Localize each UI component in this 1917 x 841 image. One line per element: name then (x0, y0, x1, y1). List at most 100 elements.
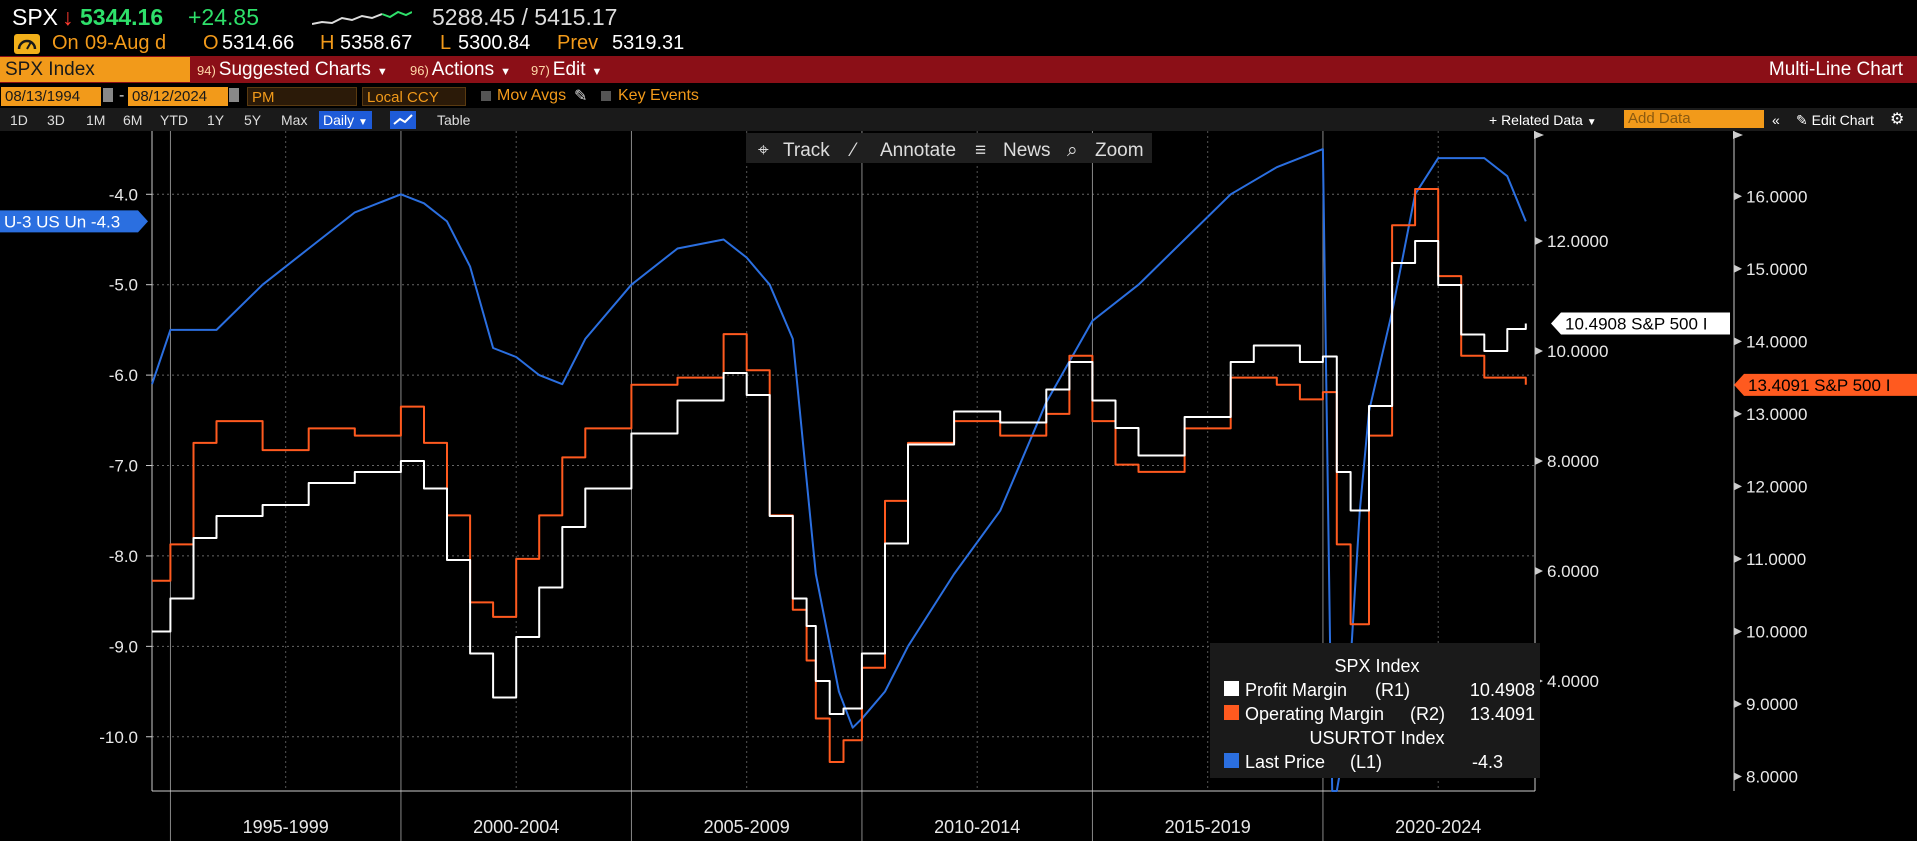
edit-menu[interactable]: 97) Edit ▼ (531, 56, 602, 83)
tick-mark (1734, 482, 1742, 491)
end-date-input[interactable]: 08/12/2024 (128, 87, 228, 106)
unemployment-tag-label: U-3 US Un -4.3 (4, 212, 120, 231)
range-6m[interactable]: 6M (123, 112, 143, 128)
actions-label: Actions (431, 59, 495, 80)
legend-profit-value: 10.4908 (1470, 680, 1535, 700)
annotate-button[interactable]: ⁄ Annotate (848, 140, 956, 161)
chart-type-label: Multi-Line Chart (1768, 59, 1903, 80)
r1-tick-label: 12.0000 (1547, 232, 1608, 251)
left-axis: -4.0 -5.0 -6.0 -7.0 -8.0 -9.0 -10.0 (99, 185, 152, 747)
related-data-menu[interactable]: + Related Data ▼ (1489, 111, 1597, 129)
series-lines (151, 148, 1527, 792)
mov-avgs-checkbox[interactable] (481, 91, 491, 101)
frequency-label: Daily (323, 112, 355, 128)
x-category-label: 2010-2014 (934, 817, 1020, 837)
x-axis-categories: 1995-1999 2000-2004 2005-2009 2010-2014 2015… (243, 817, 1482, 837)
r2-tick-label: 14.0000 (1746, 332, 1807, 351)
r1-tick-label: 4.0000 (1547, 672, 1599, 691)
pencil-icon[interactable]: ✎ (574, 88, 588, 105)
axis-arrow (1534, 131, 1544, 139)
tick-mark (1734, 264, 1742, 273)
news-label: News (1003, 140, 1051, 161)
pencil-icon: ✎ (1796, 112, 1808, 128)
menu-bar: SPX Index 94) Suggested Charts ▼ 96) Action… (0, 56, 1917, 83)
track-button[interactable]: ⌖ Track (758, 140, 830, 161)
range-toolbar: 1D 3D 1M 6M YTD 1Y 5Y Max Daily ▼ Table … (0, 108, 1917, 131)
actions-num: 96) (410, 63, 429, 78)
news-button[interactable]: ≡ News (975, 140, 1051, 161)
collapse-icon[interactable]: « (1772, 112, 1780, 128)
high-label: H (320, 32, 335, 54)
table-button[interactable]: Table (437, 112, 471, 128)
legend-swatch-unemployment (1224, 753, 1239, 768)
prev-value: 5319.31 (612, 32, 685, 54)
security-field[interactable]: SPX Index (0, 57, 190, 82)
quote-bar: SPX ↓ 5344.16 +24.85 5288.45 / 5415.17 (0, 0, 1917, 34)
legend-profit-axis: (R1) (1375, 680, 1410, 700)
legend-swatch-operating (1224, 705, 1239, 720)
x-category-label: 2000-2004 (473, 817, 559, 837)
chart-area: -4.0 -5.0 -6.0 -7.0 -8.0 -9.0 -10.0 12.0000 10.… (0, 131, 1917, 841)
legend-title: SPX Index (1334, 656, 1419, 676)
annotate-label: Annotate (880, 140, 956, 161)
r2-tick-label: 8.0000 (1746, 767, 1798, 786)
unemployment-last-tag: U-3 US Un -4.3 (0, 210, 148, 233)
edit-chart-button[interactable]: ✎ Edit Chart (1796, 111, 1874, 129)
open-label: O (203, 32, 219, 54)
suggested-charts-menu[interactable]: 94) Suggested Charts ▼ (197, 56, 388, 83)
legend-unemployment-name: Last Price (1245, 752, 1325, 772)
start-date-input[interactable]: 08/13/1994 (1, 87, 101, 106)
gear-icon[interactable]: ⚙ (1890, 111, 1905, 128)
left-tick-label: -8.0 (109, 547, 138, 566)
calendar-icon[interactable] (103, 88, 113, 102)
operating-tag-label: 13.4091 S&P 500 I (1748, 376, 1890, 395)
down-arrow-icon: ↓ (62, 4, 74, 30)
period-select[interactable]: PM (247, 87, 357, 106)
low-value: 5300.84 (458, 32, 531, 54)
legend-operating-axis: (R2) (1410, 704, 1445, 724)
price-change: +24.85 (188, 4, 259, 30)
r2-tick-label: 15.0000 (1746, 260, 1807, 279)
currency-select[interactable]: Local CCY (362, 87, 466, 106)
calendar-icon[interactable] (229, 88, 239, 102)
frequency-select[interactable]: Daily ▼ (319, 111, 372, 129)
range-3d[interactable]: 3D (47, 112, 65, 128)
tick-mark (1535, 237, 1543, 245)
add-data-input[interactable]: Add Data (1624, 110, 1764, 128)
caret-down-icon: ▼ (500, 66, 511, 78)
line-chart-icon[interactable] (390, 111, 416, 129)
zoom-label: Zoom (1095, 140, 1144, 161)
on-label: On (52, 32, 79, 54)
range-max[interactable]: Max (281, 112, 308, 128)
low-label: L (440, 32, 452, 54)
gauge-icon (14, 34, 40, 54)
legend-operating-value: 13.4091 (1470, 704, 1535, 724)
r1-tick-label: 6.0000 (1547, 562, 1599, 581)
left-tick-label: -4.0 (109, 185, 138, 204)
tick-mark (1734, 627, 1742, 636)
legend-swatch-profit (1224, 681, 1239, 696)
range-1y[interactable]: 1Y (207, 112, 225, 128)
range-5y[interactable]: 5Y (244, 112, 262, 128)
left-tick-label: -10.0 (99, 728, 138, 747)
x-category-label: 2020-2024 (1395, 817, 1481, 837)
range-1m[interactable]: 1M (86, 112, 106, 128)
x-category-label: 2015-2019 (1165, 817, 1251, 837)
range-ytd[interactable]: YTD (160, 112, 188, 128)
left-tick-label: -6.0 (109, 366, 138, 385)
r2-tick-label: 11.0000 (1746, 550, 1806, 569)
key-events-checkbox[interactable] (601, 91, 611, 101)
ticker: SPX (12, 4, 59, 30)
caret-down-icon: ▼ (376, 66, 388, 78)
caret-down-icon: ▼ (358, 117, 368, 128)
profit-margin-last-tag: 10.4908 S&P 500 I (1551, 312, 1730, 335)
grid (152, 193, 1535, 738)
key-events-label: Key Events (618, 87, 699, 104)
zoom-button[interactable]: ⌕ Zoom (1067, 140, 1144, 161)
operating-margin-line (152, 188, 1527, 763)
actions-menu[interactable]: 96) Actions ▼ (410, 56, 511, 83)
legend-unemployment-value: -4.3 (1472, 752, 1503, 772)
mov-avgs-label: Mov Avgs (497, 87, 567, 104)
range-1d[interactable]: 1D (10, 112, 28, 128)
options-bar: 08/13/1994 - 08/12/2024 PM Local CCY Mov… (0, 84, 1917, 108)
